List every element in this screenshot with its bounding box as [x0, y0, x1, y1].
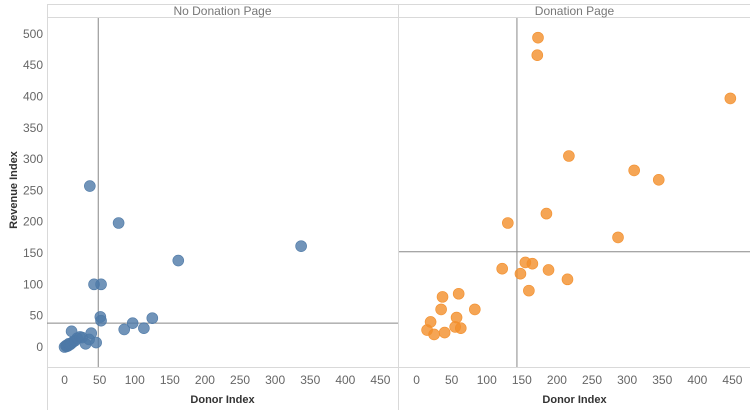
data-point: [146, 312, 159, 324]
x-tick-label: 350: [300, 373, 320, 387]
data-point: [523, 284, 535, 297]
y-axis-label: Revenue Index: [8, 150, 20, 229]
data-point: [436, 291, 449, 303]
data-point: [561, 273, 574, 286]
y-tick-label: 400: [23, 90, 43, 104]
data-point: [514, 267, 527, 280]
data-point: [65, 325, 78, 338]
chart-frame: [47, 4, 750, 410]
panels: No Donation Page 0 50 100 150 200 250 300 350 400…: [47, 4, 750, 406]
x-tick-label: 100: [125, 373, 145, 387]
data-point: [90, 336, 102, 349]
x-tick-label: 200: [195, 373, 215, 387]
x-tick-label: 400: [687, 373, 707, 387]
y-tick-label: 250: [23, 183, 43, 197]
data-point: [112, 217, 125, 229]
y-tick-label: 300: [23, 152, 43, 166]
data-point: [295, 240, 307, 252]
x-tick-label: 350: [652, 373, 672, 387]
data-point: [532, 31, 544, 44]
data-point: [469, 303, 481, 316]
data-point: [85, 327, 98, 339]
data-point: [84, 180, 96, 192]
data-point: [612, 231, 624, 244]
data-point: [452, 287, 465, 300]
data-point: [435, 303, 447, 316]
x-tick-label: 200: [547, 373, 567, 387]
data-point: [454, 322, 467, 334]
x-tick-label: 150: [512, 373, 532, 387]
panel-donation-page: Donation Page 0 50 100 150 200 250 300 350 400 450…: [399, 4, 750, 406]
data-point: [428, 328, 440, 341]
x-tick-label: 50: [445, 373, 459, 387]
x-tick-label: 450: [722, 373, 742, 387]
data-point: [540, 207, 553, 220]
x-tick-label: 250: [230, 373, 250, 387]
x-tick-label: 400: [335, 373, 355, 387]
data-point: [126, 317, 139, 329]
data-point: [724, 92, 737, 105]
y-tick-label: 500: [23, 27, 43, 41]
y-axis: 0 50 100 150 200 250 300 350 400 450 500: [23, 27, 43, 354]
data-point: [172, 254, 185, 267]
y-tick-label: 150: [23, 246, 43, 260]
y-tick-label: 450: [23, 58, 43, 72]
x-tick-label: 0: [413, 373, 420, 387]
data-point: [450, 311, 463, 324]
data-point: [95, 278, 107, 291]
y-tick-label: 100: [23, 277, 43, 291]
x-tick-label: 0: [61, 373, 68, 387]
x-axis-label: Donor Index: [542, 394, 607, 406]
x-tick-label: 300: [617, 373, 637, 387]
y-tick-label: 200: [23, 215, 43, 229]
data-point: [531, 49, 544, 61]
x-tick-label: 450: [370, 373, 390, 387]
x-tick-label: 300: [265, 373, 285, 387]
x-axis-label: Donor Index: [190, 394, 255, 406]
x-tick-label: 250: [582, 373, 602, 387]
data-point: [118, 323, 131, 336]
data-point: [628, 164, 640, 177]
data-point: [438, 326, 451, 339]
data-point: [138, 322, 150, 334]
panel-title: Donation Page: [535, 4, 615, 18]
data-point: [563, 150, 575, 162]
panel-no-donation-page: No Donation Page 0 50 100 150 200 250 300 350 400…: [47, 4, 398, 406]
data-point: [542, 264, 555, 276]
y-tick-label: 0: [36, 340, 43, 354]
panel-title: No Donation Page: [173, 4, 271, 18]
data-point: [496, 262, 508, 275]
data-point: [502, 217, 514, 229]
data-point: [95, 314, 107, 327]
x-tick-label: 100: [477, 373, 497, 387]
data-point: [526, 257, 539, 270]
x-tick-label: 150: [160, 373, 180, 387]
data-point: [424, 316, 437, 328]
data-point: [652, 173, 665, 186]
x-tick-label: 50: [93, 373, 107, 387]
y-tick-label: 50: [30, 309, 44, 323]
y-tick-label: 350: [23, 121, 43, 135]
